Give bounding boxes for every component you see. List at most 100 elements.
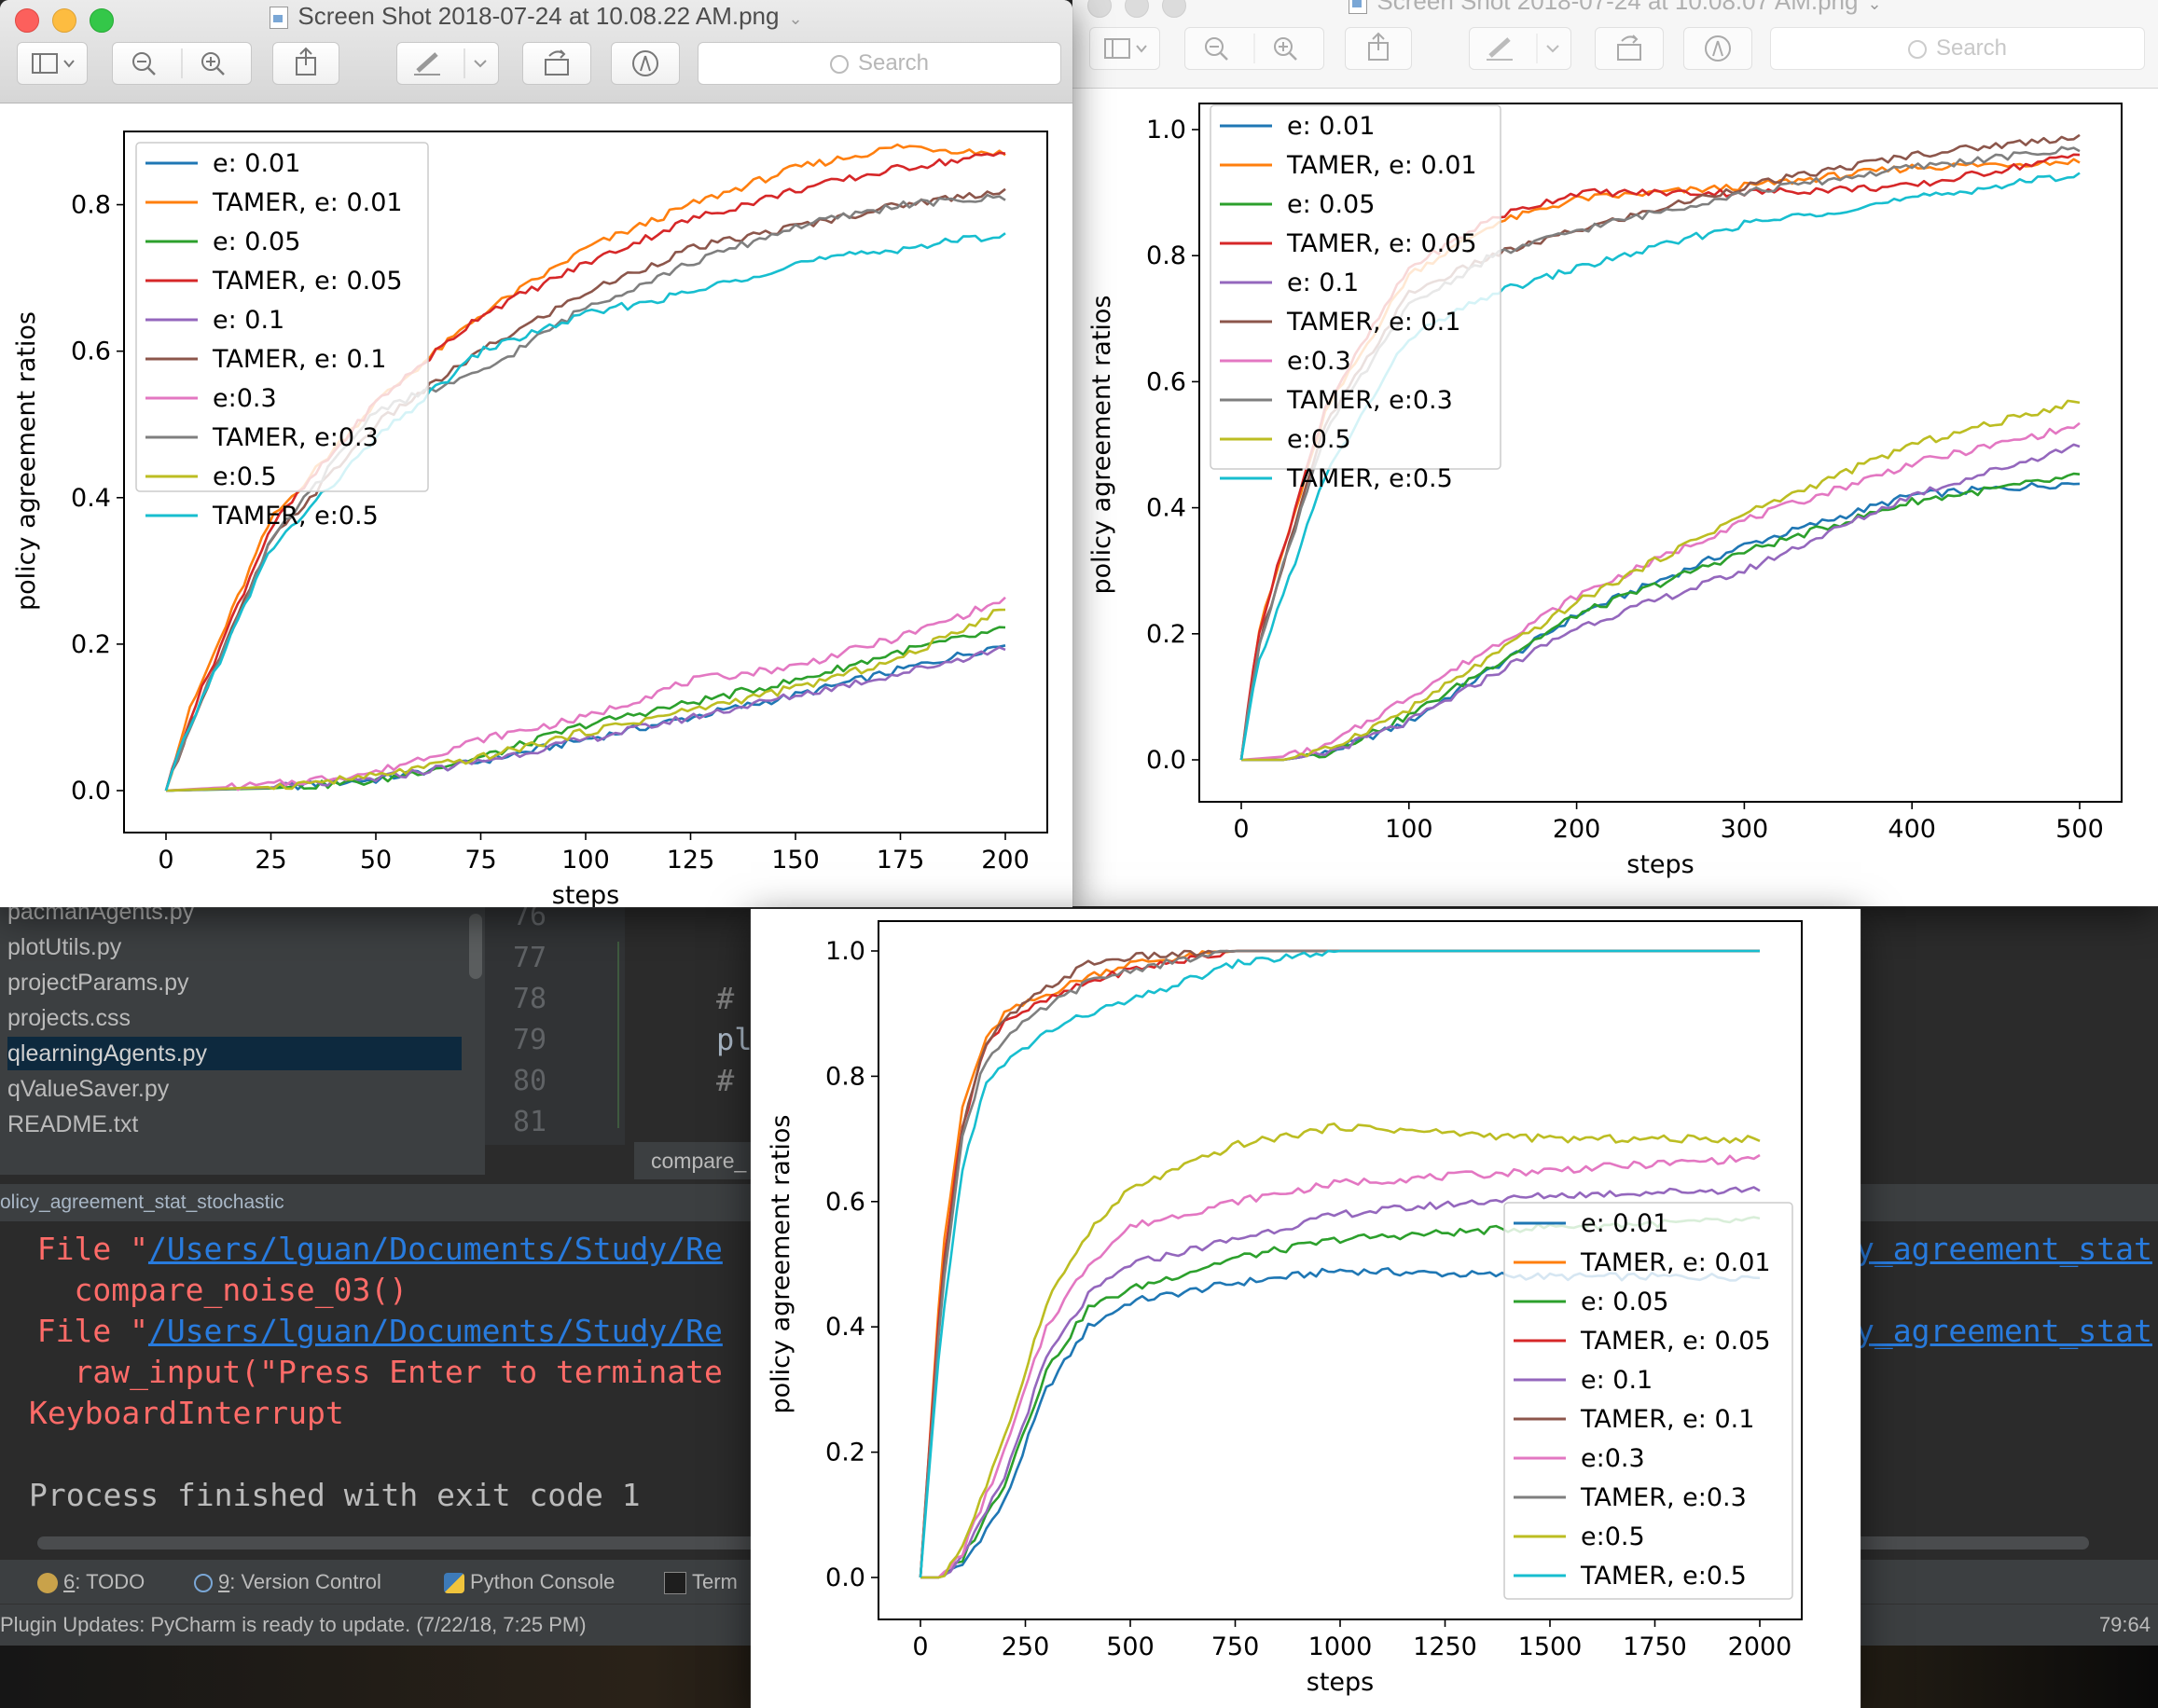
- console-link[interactable]: /Users/lguan/Documents/Study/Re: [147, 1231, 723, 1267]
- markup-button[interactable]: [396, 42, 499, 85]
- preview-window-2: Screen Shot 2018-07-24 at 10.08.07 AM.pn…: [1072, 0, 2158, 906]
- zoom-button[interactable]: [1162, 0, 1186, 18]
- editor-gutter: [485, 895, 625, 1145]
- share-button[interactable]: [272, 42, 339, 85]
- markup-button[interactable]: [1469, 27, 1571, 70]
- chevron-down-icon[interactable]: ⌄: [1867, 0, 1882, 13]
- x-axis-label: steps: [1307, 1668, 1374, 1697]
- project-file[interactable]: qValueSaver.py: [7, 1076, 170, 1102]
- console-link[interactable]: y_agreement_stat: [1856, 1313, 2152, 1349]
- sidebar-toggle-button[interactable]: [17, 42, 88, 85]
- share-button[interactable]: [1345, 27, 1412, 70]
- legend-label: e: 0.05: [213, 227, 300, 256]
- annotate-button[interactable]: [611, 42, 680, 85]
- close-button[interactable]: [1087, 0, 1112, 18]
- todo-icon: [37, 1573, 58, 1594]
- x-axis-label: steps: [1626, 850, 1694, 879]
- search-input[interactable]: Search: [698, 42, 1061, 85]
- project-panel: pacmanAgents.py plotUtils.py projectPara…: [0, 895, 485, 1175]
- project-file[interactable]: README.txt: [7, 1111, 139, 1137]
- fold-marker[interactable]: [617, 942, 638, 1128]
- y-tick-label: 0.0: [825, 1563, 865, 1592]
- terminal-icon: [664, 1572, 686, 1595]
- x-tick-label: 200: [981, 846, 1030, 875]
- legend-label: e: 0.05: [1287, 190, 1375, 219]
- project-file[interactable]: projects.css: [7, 1005, 131, 1031]
- sidebar-toggle-button[interactable]: [1089, 27, 1160, 70]
- project-file[interactable]: plotUtils.py: [7, 934, 122, 960]
- series-line: [920, 1153, 1761, 1579]
- search-icon: [1907, 39, 1927, 59]
- annotate-button[interactable]: [1683, 27, 1752, 70]
- code-line[interactable]: #: [716, 981, 735, 1016]
- y-tick-label: 0.8: [1146, 241, 1186, 270]
- todo-tool-button[interactable]: 6: TODO: [37, 1560, 145, 1605]
- window-titlebar[interactable]: Screen Shot 2018-07-24 at 10.08.22 AM.pn…: [0, 0, 1072, 103]
- zoom-control[interactable]: [112, 42, 252, 85]
- sidebar-icon: [32, 53, 75, 74]
- legend-label: TAMER, e: 0.05: [1286, 229, 1477, 258]
- x-tick-label: 0: [912, 1632, 928, 1661]
- annotate-icon: [632, 50, 658, 76]
- terminal-tool-button[interactable]: Term: [664, 1560, 738, 1605]
- legend-label: e: 0.01: [213, 149, 300, 178]
- status-message[interactable]: Plugin Updates: PyCharm is ready to upda…: [0, 1613, 587, 1636]
- console-link[interactable]: y_agreement_stat: [1856, 1231, 2152, 1267]
- code-line[interactable]: pl: [716, 1022, 753, 1057]
- tool-label: Term: [692, 1570, 738, 1593]
- code-line[interactable]: #: [716, 1063, 735, 1098]
- legend-label: e:0.3: [1581, 1444, 1645, 1473]
- x-tick-label: 125: [667, 846, 715, 875]
- version-control-tool-button[interactable]: 9: Version Control: [194, 1560, 381, 1605]
- python-console-tool-button[interactable]: Python Console: [444, 1560, 615, 1605]
- series-line: [920, 1186, 1761, 1579]
- series-line: [919, 949, 1760, 1578]
- legend-label: TAMER, e: 0.01: [212, 188, 403, 217]
- legend-label: e: 0.1: [1581, 1366, 1653, 1395]
- window-title-text: Screen Shot 2018-07-24 at 10.08.07 AM.pn…: [1376, 0, 1859, 15]
- window-title: Screen Shot 2018-07-24 at 10.08.07 AM.pn…: [1072, 0, 2158, 16]
- series-line: [165, 644, 1006, 792]
- series-line: [1241, 443, 2081, 762]
- minimize-button[interactable]: [1125, 0, 1149, 18]
- minimize-button[interactable]: [52, 8, 76, 33]
- legend-label: TAMER, e:0.5: [1580, 1562, 1747, 1591]
- console-link[interactable]: /Users/lguan/Documents/Study/Re: [147, 1313, 723, 1349]
- rotate-button[interactable]: [1595, 27, 1664, 70]
- line-number: 80: [513, 1065, 547, 1097]
- search-icon: [829, 54, 849, 74]
- console-line: compare_noise_03(): [0, 1272, 408, 1308]
- project-file[interactable]: projectParams.py: [7, 970, 189, 996]
- window-titlebar[interactable]: Screen Shot 2018-07-24 at 10.08.07 AM.pn…: [1072, 0, 2158, 89]
- series-line: [1241, 472, 2081, 762]
- project-scrollbar[interactable]: [469, 914, 482, 979]
- x-tick-label: 100: [561, 846, 610, 875]
- search-placeholder: Search: [857, 50, 930, 76]
- annotate-icon: [1705, 35, 1731, 62]
- cursor-position[interactable]: 79:64: [2098, 1613, 2151, 1636]
- console-line: y_agreement_stat: [1856, 1231, 2152, 1267]
- chevron-down-icon[interactable]: ⌄: [788, 9, 803, 28]
- project-file-selected[interactable]: qlearningAgents.py: [7, 1037, 462, 1070]
- x-tick-label: 500: [2055, 815, 2104, 844]
- zoom-button[interactable]: [90, 8, 114, 33]
- x-tick-label: 500: [1106, 1632, 1155, 1661]
- legend-label: e: 0.1: [1287, 269, 1359, 297]
- x-tick-label: 175: [877, 846, 925, 875]
- console-text: File ": [0, 1231, 148, 1267]
- zoom-icons: [1205, 34, 1297, 63]
- series-line: [165, 645, 1006, 792]
- search-input[interactable]: Search: [1770, 27, 2145, 70]
- zoom-control[interactable]: [1184, 27, 1324, 70]
- y-tick-label: 0.6: [71, 337, 111, 366]
- line-chart: 0.0 0.2 0.4 0.6 0.8 0 25 50 75 100 125 150 175 200 ste…: [12, 131, 1048, 907]
- legend-label: TAMER, e:0.3: [1286, 386, 1453, 415]
- y-tick-label: 0.2: [825, 1439, 865, 1467]
- rotate-button[interactable]: [522, 42, 591, 85]
- close-button[interactable]: [15, 8, 39, 33]
- legend-label: e:0.5: [1581, 1522, 1645, 1551]
- legend-label: e: 0.05: [1581, 1288, 1668, 1316]
- y-tick-label: 0.2: [1146, 620, 1186, 649]
- x-tick-label: 200: [1553, 815, 1601, 844]
- line-number: 81: [513, 1106, 547, 1138]
